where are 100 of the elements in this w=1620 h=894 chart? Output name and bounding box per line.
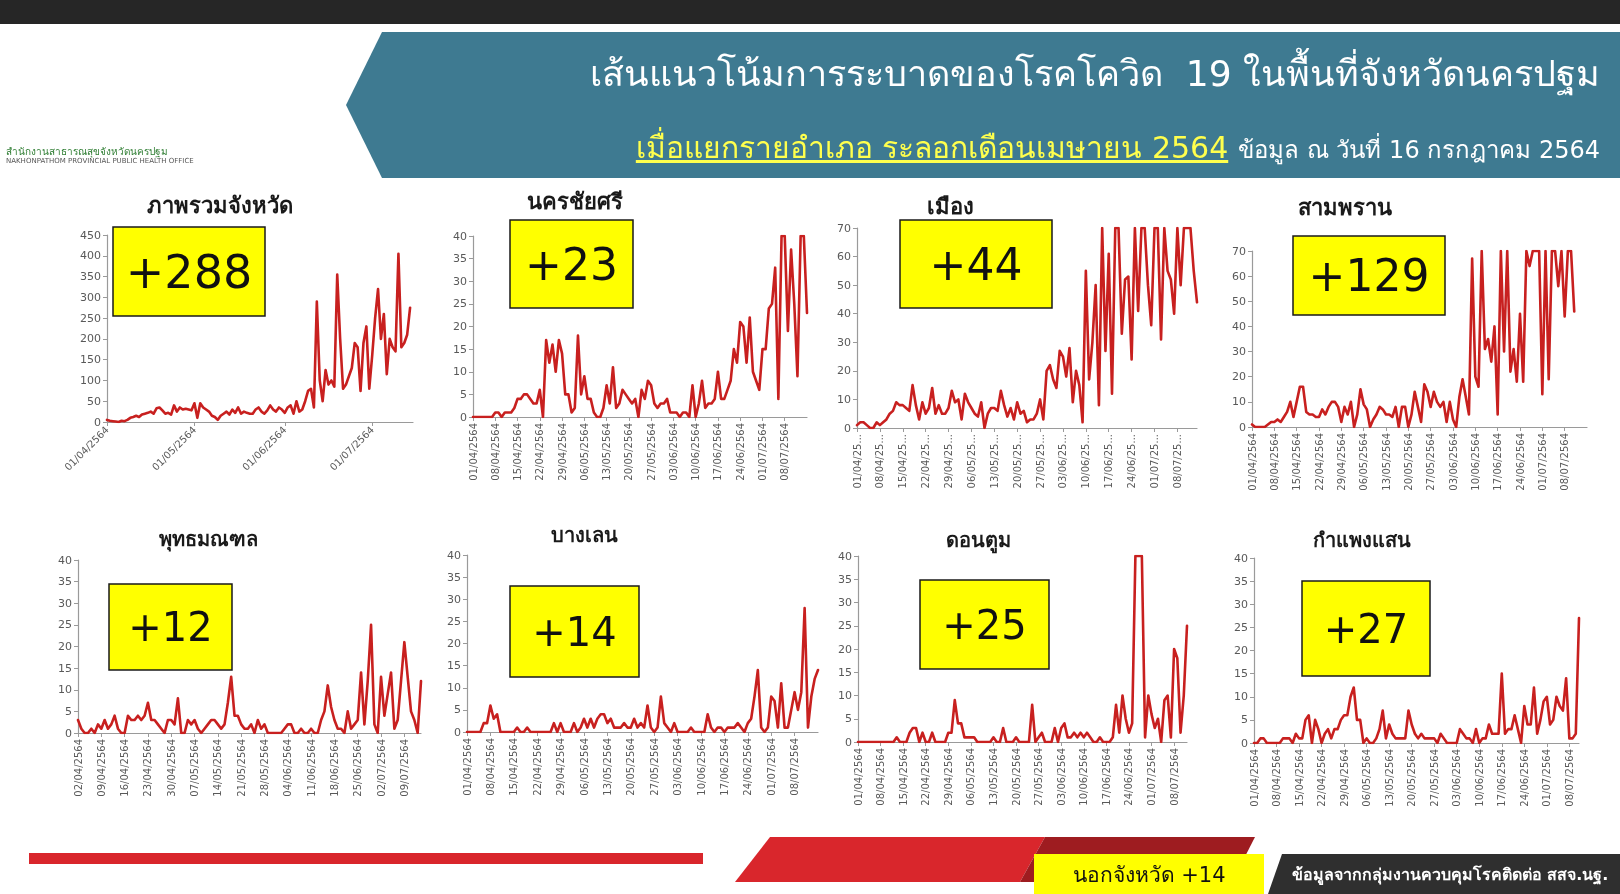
- y-tick-label: 350: [80, 270, 101, 284]
- y-tick-label: 30: [1234, 597, 1248, 611]
- y-tick-label: 0: [460, 410, 467, 424]
- x-tick-label: 28/05/2564: [258, 739, 270, 797]
- annotation: +44: [929, 238, 1023, 290]
- y-tick-label: 40: [447, 548, 461, 562]
- y-tick-label: 40: [1232, 319, 1246, 333]
- y-tick-label: 5: [454, 703, 461, 717]
- x-tick-label: 08/07/25...: [1171, 434, 1183, 489]
- y-tick-label: 10: [837, 392, 851, 406]
- x-tick-label: 16/04/2564: [119, 739, 131, 797]
- y-tick-label: 30: [838, 596, 852, 609]
- x-tick-label: 15/04/2564: [512, 423, 524, 481]
- y-tick-label: 15: [1234, 667, 1248, 681]
- y-tick-label: 15: [447, 659, 461, 673]
- x-tick-label: 10/06/25...: [1080, 434, 1092, 489]
- y-tick-label: 40: [453, 229, 467, 243]
- y-tick-label: 10: [58, 683, 72, 697]
- x-tick-label: 02/07/2564: [375, 739, 387, 797]
- y-tick-label: 20: [453, 320, 467, 333]
- x-tick-label: 08/04/2564: [1271, 749, 1283, 807]
- y-tick-label: 5: [460, 387, 467, 401]
- x-tick-label: 27/05/2564: [648, 738, 660, 796]
- x-tick-label: 24/06/2564: [1514, 433, 1526, 491]
- y-tick-label: 40: [58, 553, 72, 567]
- y-tick-label: 30: [1232, 345, 1246, 359]
- x-tick-label: 20/05/2564: [1010, 748, 1022, 806]
- y-tick-label: 0: [1239, 420, 1246, 434]
- y-tick-label: 20: [837, 364, 851, 378]
- y-tick-label: 60: [837, 250, 851, 264]
- y-tick-label: 35: [447, 570, 461, 584]
- x-tick-label: 03/06/2564: [672, 738, 684, 796]
- y-tick-label: 200: [80, 332, 101, 346]
- x-tick-label: 24/06/2564: [1518, 749, 1530, 807]
- x-tick-label: 08/04/2564: [484, 738, 496, 796]
- text: เมื่อแยกรายอำเภอ ระลอกเดือนเมษายน 2564: [635, 126, 1229, 167]
- x-tick-label: 10/06/2564: [1473, 749, 1485, 807]
- y-tick-label: 30: [58, 596, 72, 610]
- chart-title: ดอนตูม: [945, 528, 1011, 554]
- x-tick-label: 22/04/2564: [920, 748, 932, 806]
- x-tick-label: 07/05/2564: [189, 739, 201, 797]
- x-tick-label: 27/05/2564: [1033, 748, 1045, 806]
- x-tick-label: 03/06/2564: [1447, 433, 1459, 491]
- y-tick-label: 10: [1232, 395, 1246, 409]
- y-tick-label: 5: [845, 712, 852, 726]
- x-tick-label: 17/06/2564: [712, 423, 724, 481]
- x-tick-label: 15/04/2564: [1291, 433, 1303, 491]
- x-tick-label: 22/04/2564: [1313, 433, 1325, 491]
- y-tick-label: 15: [58, 661, 72, 675]
- y-tick-label: 70: [837, 221, 851, 235]
- x-tick-label: 08/04/2564: [489, 423, 501, 481]
- x-tick-label: 24/06/2564: [742, 738, 754, 796]
- x-tick-label: 01/04/25...: [851, 434, 863, 489]
- x-tick-label: 09/07/2564: [398, 739, 410, 797]
- x-tick-label: 01/07/2564: [765, 738, 777, 796]
- annotation: +12: [128, 604, 213, 650]
- y-tick-label: 40: [838, 549, 852, 563]
- annotation: +23: [525, 238, 618, 290]
- annotation: +27: [1323, 605, 1409, 652]
- x-tick-label: 15/04/2564: [897, 748, 909, 806]
- x-tick-label: 02/04/2564: [72, 739, 84, 797]
- y-tick-label: 60: [1232, 269, 1246, 283]
- x-tick-label: 27/05/2564: [1425, 433, 1437, 491]
- x-tick-label: 29/04/2564: [1338, 749, 1350, 807]
- x-tick-label: 13/05/25...: [988, 434, 1000, 489]
- chart-title: กำแพงแสน: [1313, 528, 1411, 552]
- chart-title: เมือง: [926, 194, 974, 219]
- x-tick-label: 13/05/2564: [987, 748, 999, 806]
- x-tick-label: 10/06/2564: [1078, 748, 1090, 806]
- y-tick-label: 5: [1241, 713, 1248, 727]
- x-tick-label: 17/06/2564: [1100, 748, 1112, 806]
- x-tick-label: 23/04/2564: [142, 739, 154, 797]
- x-tick-label: 17/06/2564: [1496, 749, 1508, 807]
- x-tick-label: 21/05/2564: [235, 739, 247, 797]
- x-tick-label: 29/04/2564: [942, 748, 954, 806]
- x-tick-label: 06/05/2564: [578, 738, 590, 796]
- x-tick-label: 01/04/2564: [1246, 433, 1258, 491]
- x-tick-label: 01/04/2564: [467, 423, 479, 481]
- x-tick-label: 10/06/2564: [1469, 433, 1481, 491]
- x-tick-label: 06/05/2564: [578, 423, 590, 481]
- x-tick-label: 29/04/25...: [943, 434, 955, 489]
- y-tick-label: 25: [447, 614, 461, 628]
- y-tick-label: 50: [1232, 294, 1246, 308]
- y-tick-label: 20: [838, 642, 852, 656]
- y-tick-label: 30: [447, 592, 461, 606]
- y-tick-label: 50: [87, 394, 101, 408]
- text: เส้นแนวโน้มการระบาดของโรคโควิด 19 ในพื้นที่จังหวัดนครปฐม: [589, 48, 1600, 98]
- x-tick-label: 08/07/2564: [1559, 433, 1571, 491]
- x-tick-label: 06/05/2564: [1358, 433, 1370, 491]
- x-tick-label: 15/04/2564: [508, 738, 520, 796]
- x-tick-label: 24/06/25...: [1126, 434, 1138, 489]
- line-series: [471, 234, 809, 419]
- x-tick-label: 13/05/2564: [1380, 433, 1392, 491]
- x-tick-label: 08/07/2564: [1168, 748, 1180, 806]
- x-tick-label: 22/04/25...: [920, 434, 932, 489]
- x-tick-label: 01/04/2564: [852, 748, 864, 806]
- x-tick-label: 27/05/25...: [1034, 434, 1046, 489]
- x-tick-label: 08/07/2564: [1563, 749, 1575, 807]
- x-tick-label: 27/05/2564: [645, 423, 657, 481]
- x-tick-label: 22/04/2564: [1316, 749, 1328, 807]
